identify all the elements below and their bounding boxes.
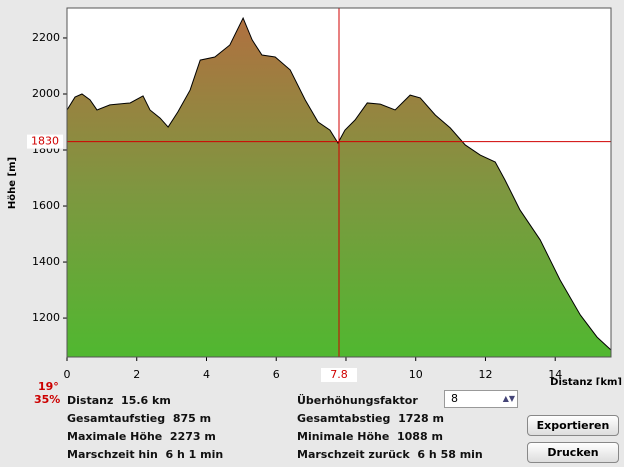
info-value: 875 m <box>172 412 212 425</box>
factor-label: Überhöhungsfaktor <box>297 394 418 407</box>
chart: Höhe [m] Distanz [km] 120014001600180020… <box>7 7 622 385</box>
slope-percent: 35% <box>34 393 61 406</box>
info-label: Marschzeit hin <box>67 448 158 461</box>
info-row: Gesamtaufstieg 875 m <box>67 412 211 425</box>
crosshair-y-label: 1830 <box>31 135 59 148</box>
x-tick-label: 10 <box>409 368 423 381</box>
y-tick-label: 2000 <box>32 87 60 100</box>
x-tick-label: 6 <box>273 368 280 381</box>
info-row: Maximale Höhe 2273 m <box>67 430 216 443</box>
y-tick-label: 1400 <box>32 255 60 268</box>
info-value: 15.6 km <box>121 394 171 407</box>
crosshair-x-label: 7.8 <box>330 368 348 381</box>
info-label: Gesamtaufstieg <box>67 412 166 425</box>
y-tick-label: 2200 <box>32 31 60 44</box>
info-value: 1088 m <box>397 430 443 443</box>
export-button[interactable]: Exportieren <box>527 415 619 436</box>
info-value: 1728 m <box>398 412 444 425</box>
x-tick-label: 0 <box>64 368 71 381</box>
info-value: 6 h 58 min <box>417 448 483 461</box>
slope-angle: 19° <box>38 380 59 393</box>
crosshair-y-box <box>27 134 63 149</box>
info-label: Marschzeit zurück <box>297 448 410 461</box>
info-label: Maximale Höhe <box>67 430 163 443</box>
x-tick-label: 14 <box>548 368 562 381</box>
x-axis-label: Distanz [km] <box>550 377 622 385</box>
info-row: Minimale Höhe 1088 m <box>297 430 443 443</box>
info-row: Distanz 15.6 km <box>67 394 171 407</box>
y-tick-label: 1200 <box>32 311 60 324</box>
info-label: Distanz <box>67 394 114 407</box>
info-row: Gesamtabstieg 1728 m <box>297 412 444 425</box>
info-row: Marschzeit zurück 6 h 58 min <box>297 448 483 461</box>
plot-area <box>66 7 612 358</box>
y-axis-label: Höhe [m] <box>7 157 18 209</box>
info-label: Gesamtabstieg <box>297 412 391 425</box>
info-value: 2273 m <box>169 430 216 443</box>
x-tick-label: 2 <box>133 368 140 381</box>
x-tick-label: 4 <box>203 368 210 381</box>
y-tick-label: 1600 <box>32 199 60 212</box>
factor-spinner[interactable]: 8 ▲▼ <box>444 390 518 408</box>
info-value: 6 h 1 min <box>165 448 224 461</box>
info-label: Minimale Höhe <box>297 430 390 443</box>
spinner-arrows[interactable]: ▲▼ <box>502 394 515 403</box>
print-button[interactable]: Drucken <box>527 442 619 463</box>
factor-value: 8 <box>451 392 458 405</box>
info-row: Marschzeit hin 6 h 1 min <box>67 448 223 461</box>
profile-line <box>66 16 612 351</box>
crosshair-x-box <box>321 368 357 382</box>
x-tick-label: 12 <box>478 368 492 381</box>
